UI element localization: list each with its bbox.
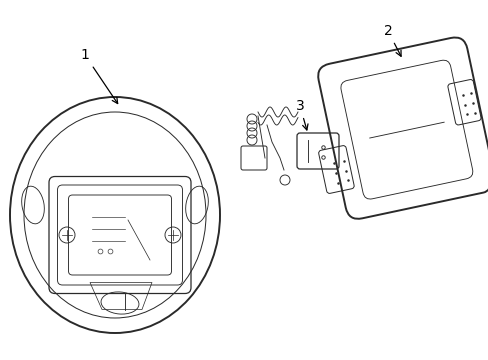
Text: 1: 1 bbox=[81, 48, 118, 104]
Text: 2: 2 bbox=[383, 24, 400, 56]
Text: 3: 3 bbox=[295, 99, 307, 130]
